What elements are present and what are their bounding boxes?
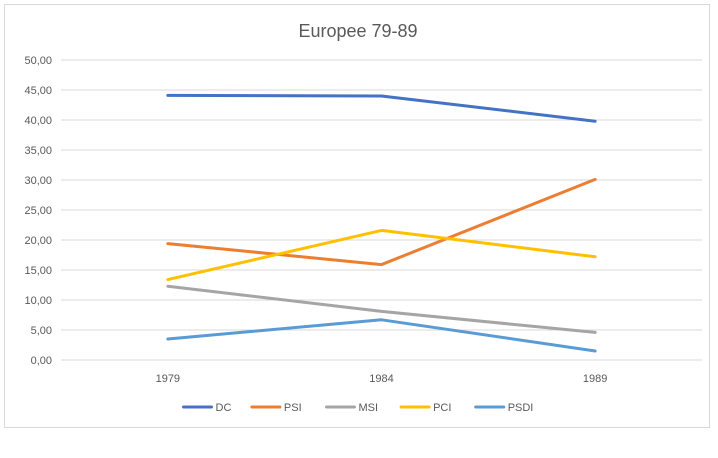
x-tick-label: 1979 [156, 373, 180, 385]
series-lines [166, 93, 597, 353]
y-tick-label: 15,00 [24, 265, 52, 277]
series-line-pci [166, 228, 597, 282]
chart-area: Europee 79-89 0,00 5,00 10,00 15,00 20,00 25,… [4, 4, 710, 428]
y-tick-label: 35,00 [24, 145, 52, 157]
legend-label: PSI [284, 402, 302, 414]
legend-label: MSI [359, 402, 379, 414]
x-tick-label: 1984 [369, 373, 393, 385]
series-line-psi [166, 177, 597, 267]
y-tick-label: 25,00 [24, 205, 52, 217]
legend-label: PCI [433, 402, 451, 414]
legend-label: PSDI [508, 402, 534, 414]
line-chart: Europee 79-89 0,00 5,00 10,00 15,00 20,00 25,… [24, 21, 702, 414]
y-tick-label: 50,00 [24, 55, 52, 67]
y-axis-ticks: 0,00 5,00 10,00 15,00 20,00 25,00 30,00 35,00 40… [24, 55, 52, 367]
y-tick-label: 30,00 [24, 175, 52, 187]
y-tick-label: 45,00 [24, 85, 52, 97]
y-tick-label: 0,00 [31, 355, 52, 367]
y-tick-label: 40,00 [24, 115, 52, 127]
series-line-psdi [166, 318, 597, 353]
legend: DC PSI MSI PCI PSDI [182, 402, 534, 414]
y-tick-label: 10,00 [24, 295, 52, 307]
legend-label: DC [216, 402, 232, 414]
chart-title: Europee 79-89 [298, 21, 417, 41]
x-axis-ticks: 1979 1984 1989 [156, 373, 608, 385]
series-line-msi [166, 284, 597, 334]
series-line-dc [166, 93, 597, 123]
y-tick-label: 20,00 [24, 235, 52, 247]
gridlines [61, 59, 702, 361]
y-tick-label: 5,00 [31, 325, 52, 337]
x-tick-label: 1989 [583, 373, 607, 385]
